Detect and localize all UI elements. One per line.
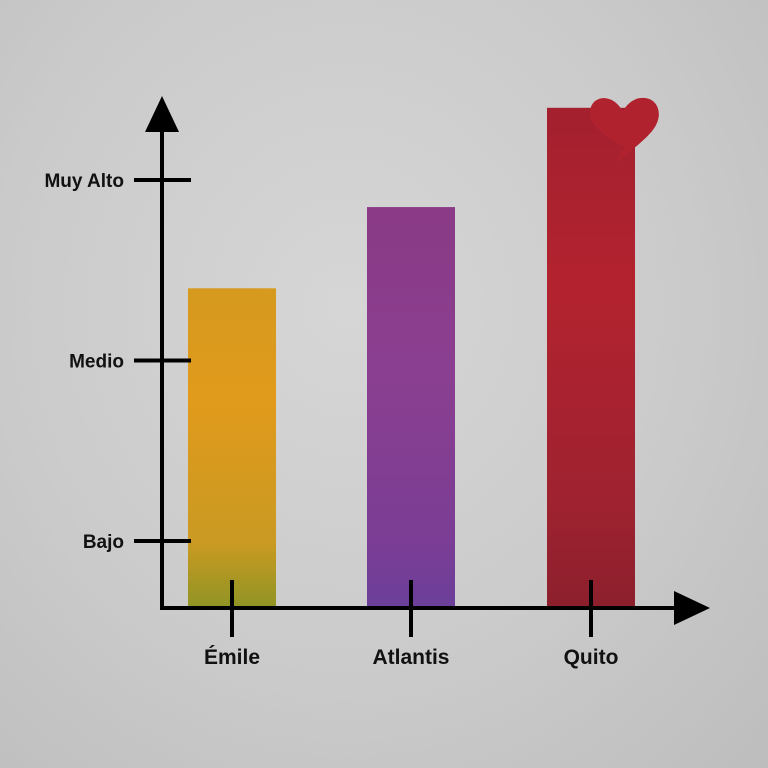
x-tick-label: Quito bbox=[564, 646, 619, 669]
y-tick-label: Medio bbox=[69, 352, 124, 373]
y-axis-arrow bbox=[145, 96, 179, 132]
y-tick-label: Bajo bbox=[83, 532, 124, 553]
bar-mile bbox=[188, 288, 276, 608]
x-tick-label: Atlantis bbox=[372, 646, 449, 669]
y-tick-label: Muy Alto bbox=[44, 171, 124, 192]
heart-icon bbox=[590, 97, 659, 164]
bar-quito bbox=[547, 107, 635, 609]
bar-atlantis bbox=[367, 207, 455, 608]
x-tick-label: Émile bbox=[204, 646, 260, 669]
x-axis-arrow bbox=[674, 591, 710, 625]
